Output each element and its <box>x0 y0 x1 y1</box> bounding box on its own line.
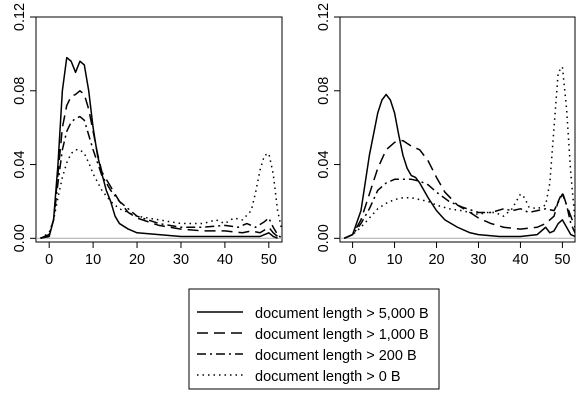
right-series-dashed-line <box>343 139 575 239</box>
left-x-tick-label: 50 <box>261 252 277 268</box>
right-y-tick-label: 0.12 <box>316 3 332 31</box>
left-x-tick-label: 40 <box>217 252 233 268</box>
left-series-dashdot-line <box>40 115 282 240</box>
left-series-solid-line <box>40 56 278 240</box>
right-y-tick-label: 0.08 <box>316 77 332 105</box>
legend-label-5000: document length > 5,000 B <box>255 306 429 322</box>
left-y-tick-label: 0.00 <box>12 224 28 252</box>
left-y-tick-label: 0.12 <box>12 3 28 31</box>
left-x-tick-label: 20 <box>129 252 145 268</box>
left-series-dashed-line <box>40 90 282 240</box>
legend-label-1000: document length > 1,000 B <box>255 327 429 343</box>
legend: document length > 5,000 B document lengt… <box>188 288 440 390</box>
left-y-tick-label: 0.04 <box>12 150 28 178</box>
right-x-tick-label: 40 <box>512 252 528 268</box>
right-plot-frame <box>339 16 576 243</box>
left-density-panel: 0 10 20 30 40 50 0.00 0.04 0.08 0.12 <box>12 3 283 268</box>
right-density-panel: 0 10 20 30 40 50 0.00 0.04 0.08 0.12 <box>316 3 576 268</box>
right-x-tick-label: 10 <box>386 252 402 268</box>
left-plot-frame <box>35 16 283 243</box>
left-x-tick-label: 0 <box>45 252 53 268</box>
left-x-tick-label: 30 <box>173 252 189 268</box>
right-x-tick-label: 0 <box>349 252 357 268</box>
right-series-dashdot-line <box>343 178 575 239</box>
legend-label-200: document length > 200 B <box>255 348 417 364</box>
right-y-tick-label: 0.00 <box>316 224 332 252</box>
right-x-tick-label: 50 <box>554 252 570 268</box>
right-x-tick-label: 20 <box>428 252 444 268</box>
left-y-tick-label: 0.08 <box>12 77 28 105</box>
right-y-tick-label: 0.04 <box>316 150 332 178</box>
left-x-tick-label: 10 <box>85 252 101 268</box>
legend-label-0: document length > 0 B <box>255 369 401 385</box>
right-series-solid-line <box>343 93 575 239</box>
right-x-tick-label: 30 <box>470 252 486 268</box>
right-series-dotted-line <box>343 66 575 239</box>
legend-box <box>188 288 440 390</box>
